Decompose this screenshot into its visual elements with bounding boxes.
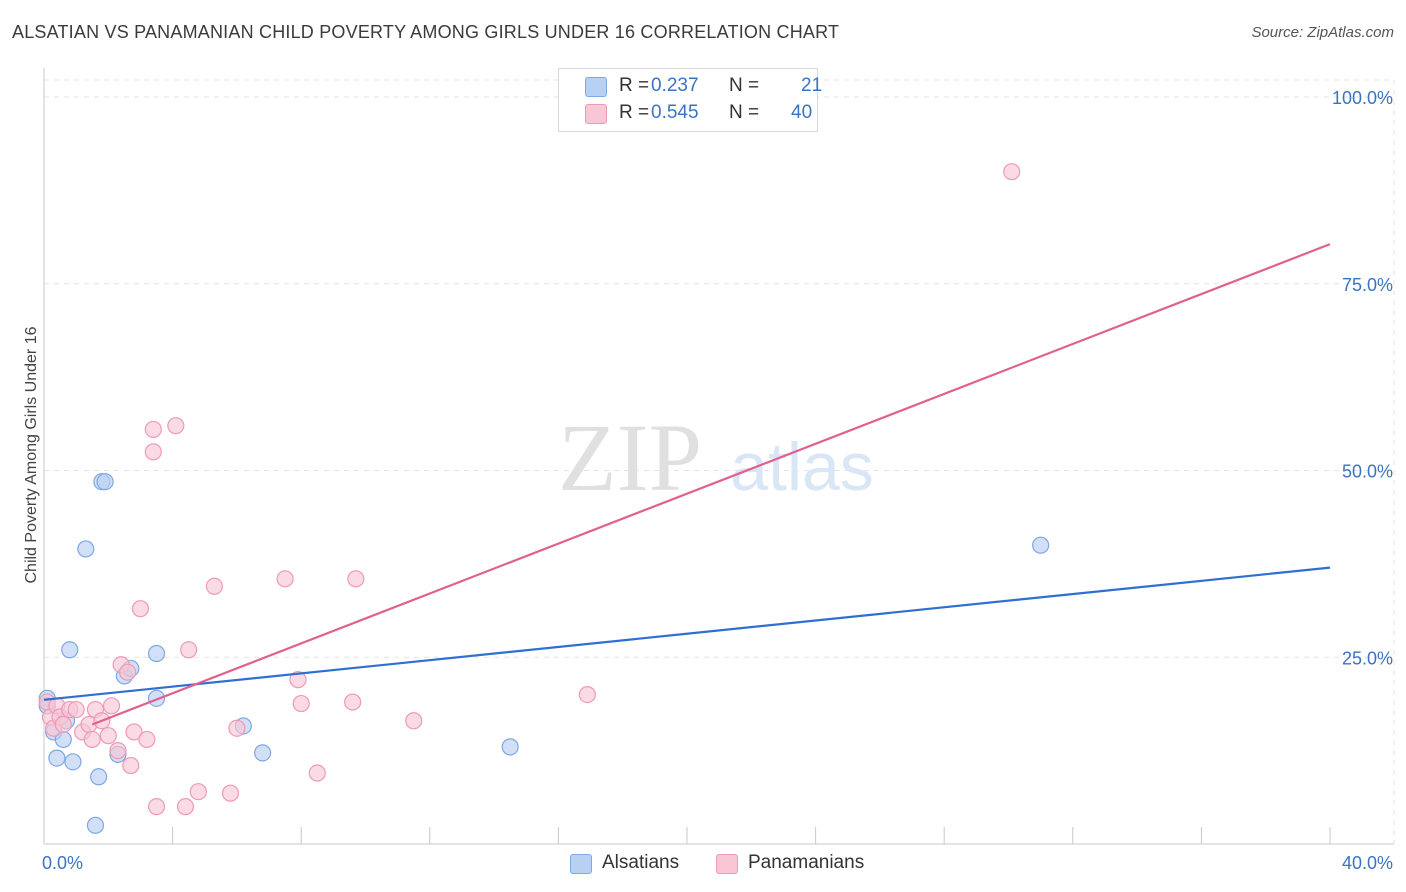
- alsatian-point: [254, 744, 272, 762]
- watermark-zip: ZIP: [558, 404, 702, 511]
- data-points: [38, 163, 1050, 834]
- alsatian-point: [1032, 536, 1050, 554]
- panamanian-point: [102, 697, 121, 715]
- panamanian-point: [308, 764, 326, 782]
- panamanian-point: [83, 730, 101, 749]
- alsatian-point: [147, 689, 166, 707]
- x-tick-label: 40.0%: [1342, 853, 1393, 873]
- panamanian-point: [221, 784, 240, 802]
- legend-label: Alsatians: [602, 852, 680, 873]
- source-label: Source: ZipAtlas.com: [1251, 24, 1394, 41]
- panamanian-point: [347, 570, 365, 588]
- alsatian-trend-line: [43, 566, 1331, 701]
- r-value: 0.237: [651, 75, 699, 96]
- r-label: R =: [619, 102, 650, 123]
- tick-labels: 25.0% 50.0% 75.0% 100.0% 0.0% 40.0%: [42, 88, 1393, 873]
- panamanian-point: [405, 712, 423, 730]
- panamanian-point: [228, 719, 246, 737]
- y-tick-label: 75.0%: [1342, 275, 1393, 295]
- watermark: ZIP atlas: [558, 404, 874, 511]
- panamanian-point: [180, 641, 198, 659]
- y-tick-label: 50.0%: [1342, 462, 1393, 482]
- y-tick-label: 25.0%: [1342, 648, 1393, 668]
- panamanian-swatch: [585, 104, 607, 124]
- panamanian-point: [1003, 163, 1021, 181]
- panamanian-point: [138, 730, 156, 749]
- r-label: R =: [619, 75, 650, 96]
- panamanian-point: [109, 742, 127, 760]
- alsatian-point: [147, 644, 166, 663]
- grid-lines: [44, 79, 1395, 844]
- alsatian-point: [61, 641, 79, 659]
- n-label: N =: [729, 102, 760, 123]
- panamanian-point: [276, 570, 294, 588]
- panamanian-point: [344, 693, 362, 711]
- panamanian-point: [122, 756, 140, 775]
- chart-title: ALSATIAN VS PANAMANIAN CHILD POVERTY AMO…: [12, 22, 840, 42]
- n-value: 21: [801, 75, 823, 96]
- panamanian-point: [176, 798, 195, 816]
- alsatian-swatch: [570, 854, 592, 874]
- panamanian-point: [54, 715, 72, 734]
- panamanian-swatch: [716, 854, 738, 874]
- panamanian-point: [167, 417, 185, 435]
- series-legend: Alsatians Panamanians: [0, 852, 1406, 878]
- y-tick-label: 100.0%: [1332, 88, 1393, 108]
- legend-label: Panamanians: [748, 852, 865, 873]
- alsatian-swatch: [585, 77, 607, 97]
- panamanian-point: [131, 600, 150, 618]
- panamanian-point: [578, 685, 596, 704]
- panamanian-point: [189, 783, 207, 801]
- panamanian-point: [144, 443, 162, 461]
- panamanian-point: [205, 577, 223, 595]
- panamanian-point: [147, 798, 166, 816]
- alsatian-point: [90, 768, 108, 786]
- panamanian-point: [292, 694, 310, 713]
- stats-legend: R = 0.237 N = 21 R = 0.545 N = 40: [558, 68, 822, 132]
- panamanian-point: [99, 727, 117, 745]
- alsatian-point: [48, 749, 66, 767]
- panamanian-trend-line: [91, 243, 1331, 726]
- r-value: 0.545: [651, 102, 699, 123]
- panamanian-point: [289, 671, 307, 689]
- trend-lines: [43, 243, 1331, 726]
- watermark-atlas: atlas: [730, 429, 874, 505]
- alsatian-point: [96, 473, 114, 491]
- x-tick-label: 0.0%: [42, 853, 83, 873]
- panamanian-point: [125, 723, 143, 741]
- n-label: N =: [729, 75, 760, 96]
- alsatian-point: [86, 816, 105, 834]
- n-value: 40: [791, 102, 813, 123]
- panamanian-point: [67, 700, 85, 719]
- panamanian-point: [144, 420, 162, 439]
- panamanian-point: [118, 663, 137, 681]
- alsatian-point: [77, 540, 95, 558]
- alsatian-point: [501, 738, 519, 756]
- alsatian-point: [64, 753, 82, 771]
